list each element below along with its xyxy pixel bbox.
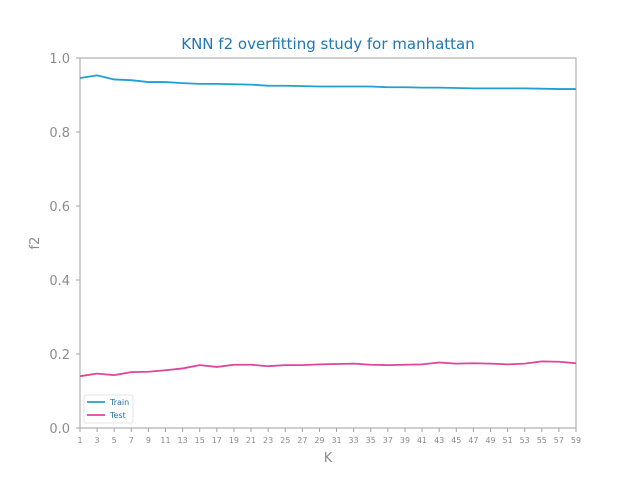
x-tick-label: 19 (229, 436, 239, 445)
x-tick-label: 3 (95, 436, 100, 445)
x-tick-label: 27 (297, 436, 307, 445)
x-tick-label: 43 (434, 436, 444, 445)
x-tick-label: 17 (212, 436, 222, 445)
x-tick-label: 29 (314, 436, 324, 445)
x-tick-label: 55 (537, 436, 547, 445)
x-tick-label: 11 (160, 436, 170, 445)
x-tick-label: 59 (571, 436, 581, 445)
plot-area (79, 57, 577, 429)
x-tick-label: 57 (554, 436, 564, 445)
x-axis-label: K (324, 451, 333, 466)
x-tick-label: 37 (383, 436, 393, 445)
y-tick-label: 1.0 (49, 52, 70, 67)
chart-title: KNN f2 overfitting study for manhattan (181, 35, 475, 53)
y-tick-label: 0.0 (49, 422, 70, 437)
x-tick-label: 15 (195, 436, 205, 445)
x-tick-label: 33 (349, 436, 359, 445)
x-tick-label: 25 (280, 436, 290, 445)
y-tick-label: 0.8 (49, 126, 70, 141)
x-tick-label: 53 (520, 436, 530, 445)
x-tick-label: 35 (366, 436, 376, 445)
x-tick-label: 31 (331, 436, 341, 445)
y-tick-label: 0.2 (49, 348, 70, 363)
legend-label-test: Test (109, 411, 126, 420)
y-axis: 0.0 0.2 0.4 0.6 0.8 1.0 (49, 52, 80, 437)
legend-label-train: Train (109, 398, 129, 407)
series-layer (79, 74, 577, 378)
x-tick-label: 21 (246, 436, 256, 445)
y-tick-label: 0.4 (49, 274, 70, 289)
series-line-test (79, 360, 577, 378)
x-tick-label: 5 (112, 436, 117, 445)
series-line-train (79, 74, 576, 90)
y-axis-label: f2 (28, 237, 43, 250)
x-tick-label: 41 (417, 436, 427, 445)
legend: Train Test (83, 394, 134, 424)
x-tick-label: 9 (146, 436, 151, 445)
x-axis: 1 3 5 7 9 11 13 15 17 19 21 23 25 27 29 31 33 35 37 39 41 43 4… (77, 428, 581, 445)
x-tick-label: 13 (178, 436, 188, 445)
x-tick-label: 1 (77, 436, 82, 445)
x-tick-label: 23 (263, 436, 273, 445)
y-tick-label: 0.6 (49, 200, 70, 215)
x-tick-label: 47 (468, 436, 478, 445)
x-tick-label: 7 (129, 436, 134, 445)
x-tick-label: 51 (502, 436, 512, 445)
x-tick-label: 49 (485, 436, 495, 445)
x-tick-label: 39 (400, 436, 410, 445)
x-tick-label: 45 (451, 436, 461, 445)
